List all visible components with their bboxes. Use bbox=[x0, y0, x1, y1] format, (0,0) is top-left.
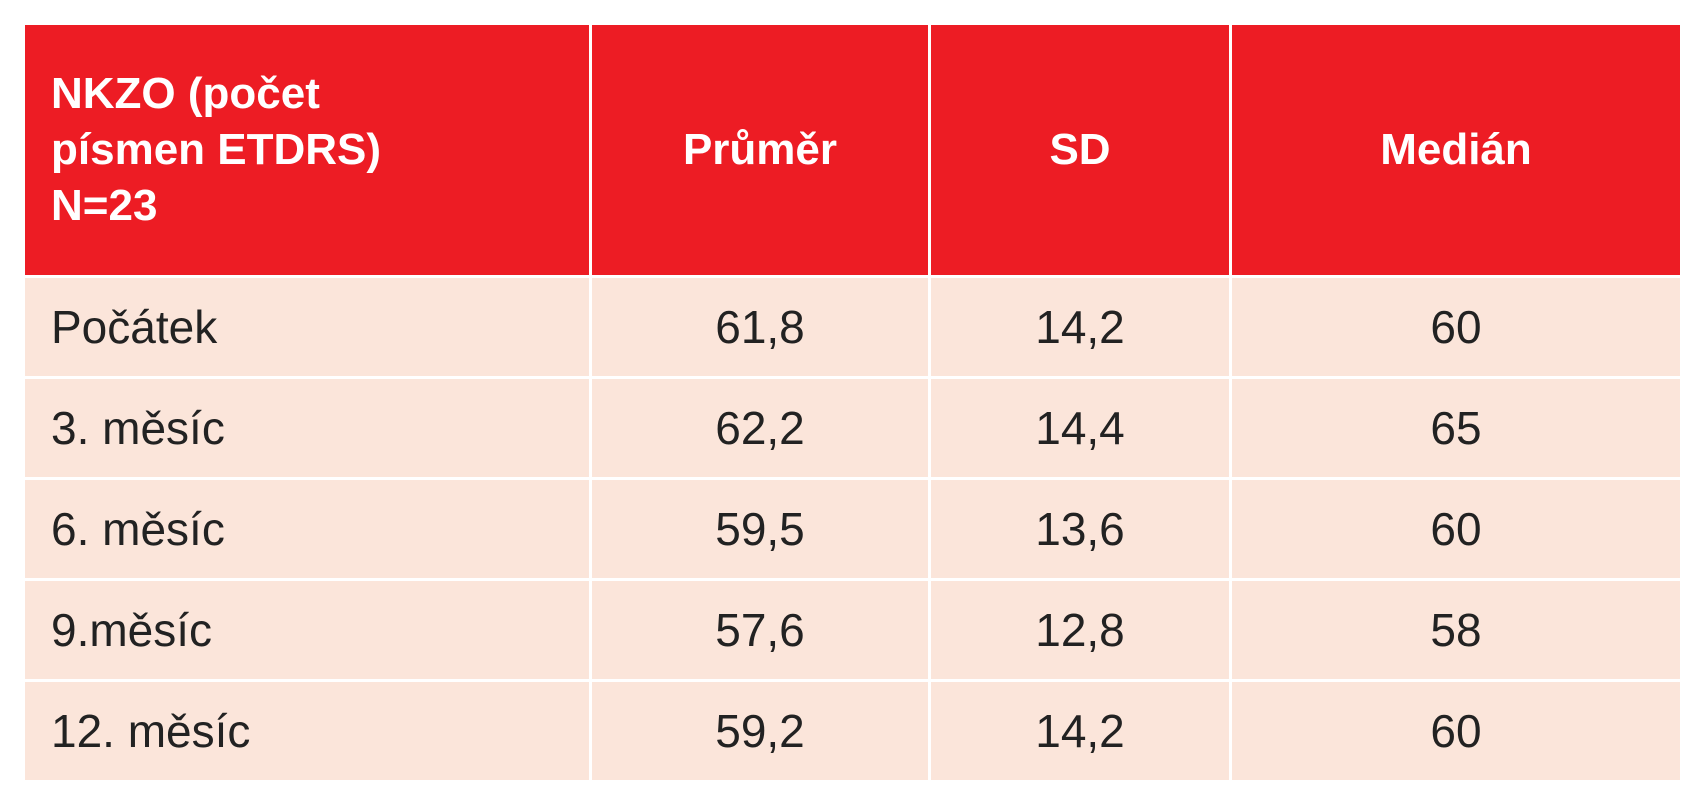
header-text: Průměr bbox=[682, 125, 838, 174]
header-text: Medián bbox=[1380, 125, 1532, 174]
row-label: 3. měsíc bbox=[51, 402, 225, 454]
header-line: N=23 bbox=[51, 181, 158, 230]
row-label-cell: Počátek bbox=[22, 275, 592, 379]
row-label-cell: 12. měsíc bbox=[22, 679, 592, 783]
value-cell: 14,2 bbox=[928, 275, 1232, 379]
value-cell: 61,8 bbox=[589, 275, 931, 379]
value-cell: 58 bbox=[1229, 578, 1683, 682]
value-cell: 60 bbox=[1229, 679, 1683, 783]
value-cell: 13,6 bbox=[928, 477, 1232, 581]
value-cell: 59,5 bbox=[589, 477, 931, 581]
cell-value: 14,2 bbox=[1035, 705, 1125, 757]
row-label: Počátek bbox=[51, 301, 218, 353]
data-table: NKZO (počet písmen ETDRS) N=23 Průměr SD Medi… bbox=[22, 22, 1683, 783]
cell-value: 59,5 bbox=[715, 503, 805, 555]
value-cell: 62,2 bbox=[589, 376, 931, 480]
cell-value: 65 bbox=[1430, 402, 1482, 454]
cell-value: 60 bbox=[1430, 503, 1482, 555]
value-cell: 60 bbox=[1229, 275, 1683, 379]
header-line: NKZO (počet bbox=[51, 69, 320, 118]
row-label-cell: 3. měsíc bbox=[22, 376, 592, 480]
table-container: NKZO (počet písmen ETDRS) N=23 Průměr SD Medi… bbox=[22, 22, 1683, 783]
header-cell: Medián bbox=[1229, 22, 1683, 278]
value-cell: 14,4 bbox=[928, 376, 1232, 480]
table-body: Počátek 61,8 14,2 60 3. měsíc 62,2 14,4 65 6. mě… bbox=[22, 275, 1683, 783]
header-cell: SD bbox=[928, 22, 1232, 278]
cell-value: 57,6 bbox=[715, 604, 805, 656]
value-cell: 12,8 bbox=[928, 578, 1232, 682]
value-cell: 59,2 bbox=[589, 679, 931, 783]
cell-value: 60 bbox=[1430, 705, 1482, 757]
row-label: 6. měsíc bbox=[51, 503, 225, 555]
cell-value: 61,8 bbox=[715, 301, 805, 353]
table-row: 3. měsíc 62,2 14,4 65 bbox=[22, 376, 1683, 480]
value-cell: 60 bbox=[1229, 477, 1683, 581]
table-row: Počátek 61,8 14,2 60 bbox=[22, 275, 1683, 379]
header-line: písmen ETDRS) bbox=[51, 125, 382, 174]
cell-value: 59,2 bbox=[715, 705, 805, 757]
header-text: SD bbox=[1049, 125, 1111, 174]
row-label: 12. měsíc bbox=[51, 705, 251, 757]
header-cell: NKZO (počet písmen ETDRS) N=23 bbox=[22, 22, 592, 278]
value-cell: 65 bbox=[1229, 376, 1683, 480]
table-row: 9.měsíc 57,6 12,8 58 bbox=[22, 578, 1683, 682]
table-row: 12. měsíc 59,2 14,2 60 bbox=[22, 679, 1683, 783]
cell-value: 14,2 bbox=[1035, 301, 1125, 353]
value-cell: 57,6 bbox=[589, 578, 931, 682]
header-row: NKZO (počet písmen ETDRS) N=23 Průměr SD Medi… bbox=[22, 22, 1683, 278]
row-label-cell: 9.měsíc bbox=[22, 578, 592, 682]
cell-value: 14,4 bbox=[1035, 402, 1125, 454]
cell-value: 58 bbox=[1430, 604, 1482, 656]
table-row: 6. měsíc 59,5 13,6 60 bbox=[22, 477, 1683, 581]
cell-value: 62,2 bbox=[715, 402, 805, 454]
header-cell: Průměr bbox=[589, 22, 931, 278]
cell-value: 60 bbox=[1430, 301, 1482, 353]
value-cell: 14,2 bbox=[928, 679, 1232, 783]
row-label-cell: 6. měsíc bbox=[22, 477, 592, 581]
row-label: 9.měsíc bbox=[51, 604, 213, 656]
cell-value: 12,8 bbox=[1035, 604, 1125, 656]
cell-value: 13,6 bbox=[1035, 503, 1125, 555]
